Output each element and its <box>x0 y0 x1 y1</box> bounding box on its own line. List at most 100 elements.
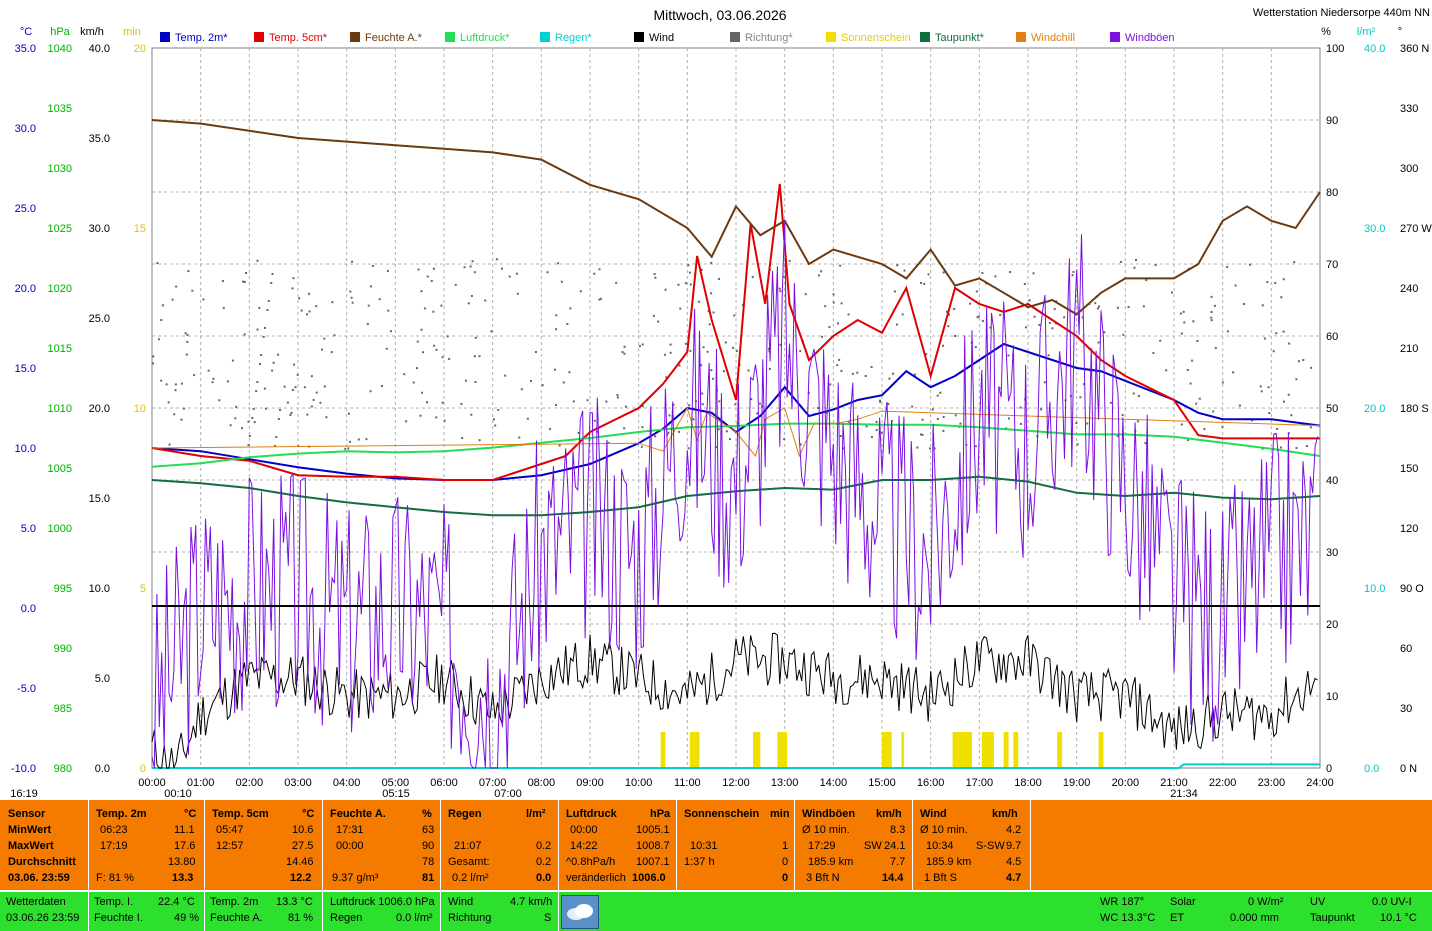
direction-point <box>1226 266 1229 269</box>
bottom-cell-wind: Wind 4.7 km/h Richtung S <box>440 892 559 931</box>
direction-point <box>235 405 238 408</box>
wind-max-dir: S-SW <box>976 840 1005 852</box>
direction-point <box>1213 304 1216 307</box>
temp-axis-label: 25.0 <box>15 203 36 215</box>
direction-point <box>420 290 423 293</box>
direction-point <box>1043 381 1046 384</box>
direction-point <box>165 383 168 386</box>
direction-point <box>416 340 419 343</box>
x-tick-label: 13:00 <box>771 777 799 789</box>
legend-swatch <box>1016 32 1026 42</box>
legend-label: Regen* <box>555 32 592 44</box>
direction-point <box>557 262 560 265</box>
direction-point <box>161 304 164 307</box>
direction-point <box>152 355 155 358</box>
direction-point <box>231 359 234 362</box>
direction-point <box>294 386 297 389</box>
temp5cm-unit: °C <box>302 808 315 820</box>
direction-point <box>474 336 477 339</box>
direction-point <box>443 419 446 422</box>
direction-point <box>729 438 732 441</box>
wind-distance: 185.9 km <box>926 856 972 868</box>
direction-point <box>615 281 618 284</box>
direction-point <box>569 307 572 310</box>
direction-point <box>1309 426 1312 429</box>
direction-point <box>263 387 266 390</box>
direction-point <box>412 381 415 384</box>
direction-point <box>959 422 962 425</box>
direction-point <box>1279 446 1282 449</box>
direction-point <box>1221 381 1224 384</box>
x-tick-label: 17:00 <box>966 777 994 789</box>
temp-axis-label: 30.0 <box>15 123 36 135</box>
sonne-unit: min <box>770 808 790 820</box>
stats-col-windboen: Windböen km/h Ø 10 min. 8.3 17:29 SW 24.… <box>794 800 913 890</box>
direction-point <box>497 408 500 411</box>
x-tick-label: 24:00 <box>1306 777 1334 789</box>
weather-cloud-icon <box>561 895 599 929</box>
direction-point <box>824 305 827 308</box>
direction-point <box>207 369 210 372</box>
direction-point <box>756 412 759 415</box>
direction-point <box>1142 305 1145 308</box>
direction-point <box>300 309 303 312</box>
direction-point <box>1196 340 1199 343</box>
hpa-axis-label: 985 <box>54 703 72 715</box>
direction-point <box>641 343 644 346</box>
rain-axis-label: 0.0 <box>1364 763 1379 775</box>
x-tick-label: 02:00 <box>236 777 264 789</box>
direction-point <box>677 283 680 286</box>
bottom-cell-label: Wetterdaten 03.06.26 23:59 <box>0 892 89 931</box>
direction-point <box>732 346 735 349</box>
direction-point <box>1266 281 1269 284</box>
direction-point <box>279 408 282 411</box>
direction-label: Richtung <box>448 912 492 924</box>
direction-point <box>684 282 687 285</box>
direction-point <box>516 292 519 295</box>
direction-point <box>347 447 350 450</box>
direction-point <box>1295 378 1298 381</box>
regen-value: 0.2 <box>536 840 552 852</box>
kmh-axis-label: 0.0 <box>95 763 110 775</box>
direction-point <box>783 438 786 441</box>
stats-col-sensor: Sensor MinWert MaxWert Durchschnitt 03.0… <box>0 800 89 890</box>
direction-point <box>422 351 425 354</box>
axes: 00:00 01:00 02:00 03:00 04:00 05:00 06:00 07:00… <box>10 26 1432 800</box>
direction-point <box>1145 279 1148 282</box>
wind-direction-degrees: WR 187° <box>1100 896 1145 908</box>
rain-value: 0.0 l/m² <box>396 912 433 924</box>
direction-point <box>1238 404 1241 407</box>
direction-point <box>415 367 418 370</box>
temp2m-avg: 13.80 <box>168 856 196 868</box>
direction-point <box>500 267 503 270</box>
direction-point <box>184 332 187 335</box>
direction-point <box>829 383 832 386</box>
wind-unit: km/h <box>992 808 1018 820</box>
direction-point <box>1098 305 1101 308</box>
direction-point <box>174 383 177 386</box>
deg-axis-label: 240 <box>1400 283 1418 295</box>
kmh-axis-label: 15.0 <box>89 493 110 505</box>
direction-point <box>256 259 259 262</box>
direction-point <box>767 347 770 350</box>
windboen-distance: 185.9 km <box>808 856 854 868</box>
direction-point <box>202 298 205 301</box>
direction-point <box>1132 392 1135 395</box>
direction-point <box>923 282 926 285</box>
direction-point <box>471 260 474 263</box>
direction-point <box>186 333 189 336</box>
direction-point <box>718 277 721 280</box>
direction-point <box>270 281 273 284</box>
direction-point <box>182 407 185 410</box>
direction-point <box>779 343 782 346</box>
time-left-label: 16:19 <box>10 788 38 800</box>
direction-point <box>460 403 463 406</box>
direction-point <box>974 346 977 349</box>
direction-point <box>160 319 163 322</box>
sunshine-bar <box>689 732 700 768</box>
direction-point <box>549 428 552 431</box>
direction-point <box>389 330 392 333</box>
deg-axis-label: 150 <box>1400 463 1418 475</box>
temp5cm-min-value: 10.6 <box>292 824 314 836</box>
direction-point <box>942 429 945 432</box>
